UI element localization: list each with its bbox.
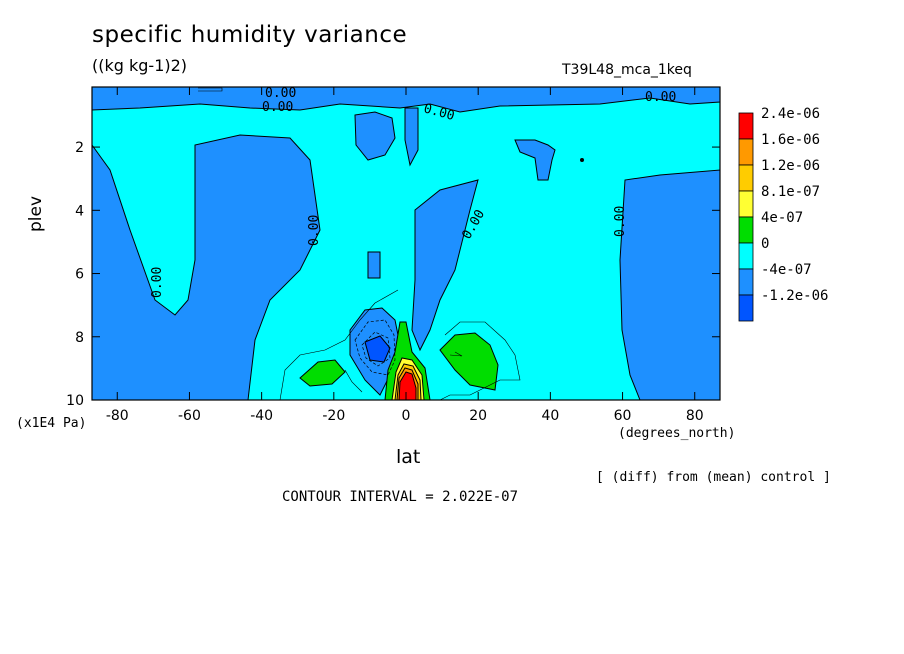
colorbar: 2.4e-06 1.6e-06 1.2e-06 8.1e-07 4e-07 0 -4e-07… — [738, 106, 828, 322]
colorbar-label-0: 2.4e-06 — [761, 106, 820, 122]
colorbar-swatch-3 — [738, 190, 754, 218]
colorbar-swatch-4 — [738, 216, 754, 244]
x-tick-label-0: -80 — [106, 408, 129, 424]
colorbar-swatch-7 — [738, 294, 754, 322]
colorbar-label-3: 8.1e-07 — [761, 184, 820, 200]
colorbar-label-2: 1.2e-06 — [761, 158, 820, 174]
y-axis-units: (x1E4 Pa) — [16, 416, 87, 431]
colorbar-swatch-5 — [738, 242, 754, 270]
y-tick-label-4: 10 — [66, 393, 84, 409]
contour-label-5: 0.00 — [307, 215, 322, 246]
colorbar-label-5: 0 — [761, 236, 769, 252]
x-axis-ticks: -80 -60 -40 -20 0 20 40 60 80 — [106, 87, 704, 424]
y-tick-label-3: 8 — [75, 330, 84, 346]
negative-small-patch — [514, 139, 556, 181]
positive-regions — [299, 321, 499, 401]
contour-label-8: 0.00 — [613, 206, 628, 237]
run-id: T39L48_mca_1keq — [562, 62, 692, 78]
x-tick-label-1: -60 — [178, 408, 201, 424]
colorbar-swatch-2 — [738, 164, 754, 192]
positive-green-left — [299, 359, 346, 387]
negative-center-region — [411, 179, 479, 352]
thin-contour-b — [439, 321, 521, 401]
x-tick-label-5: 20 — [469, 408, 487, 424]
negative-regions — [91, 86, 721, 401]
x-tick-label-6: 40 — [541, 408, 559, 424]
negative-right-region — [619, 169, 721, 401]
y-tick-label-0: 2 — [75, 140, 84, 156]
dashed-contour-b — [361, 331, 391, 367]
x-tick-label-4: 0 — [402, 408, 411, 424]
contour-interval: CONTOUR INTERVAL = 2.022E-07 — [282, 489, 519, 505]
contour-label-6: 0.00 — [150, 267, 165, 298]
chart-units: ((kg kg-1)2) — [92, 56, 188, 75]
thin-contour-e — [198, 87, 223, 92]
colorbar-swatch-1 — [738, 138, 754, 166]
colorbar-label-4: 4e-07 — [761, 210, 803, 226]
colorbar-swatch-6 — [738, 268, 754, 296]
colorbar-label-1: 1.6e-06 — [761, 132, 820, 148]
negative-top-band — [91, 86, 721, 113]
dashed-contour-a — [354, 319, 396, 376]
x-axis-label: lat — [396, 446, 421, 468]
negative-left-region — [91, 110, 321, 401]
x-tick-label-3: -20 — [322, 408, 345, 424]
thin-contour-a — [279, 289, 399, 401]
thin-contours — [198, 87, 521, 401]
x-tick-label-8: 80 — [686, 408, 704, 424]
dot-marker — [580, 158, 584, 162]
dashed-contours — [354, 319, 396, 376]
y-tick-label-1: 4 — [75, 203, 84, 219]
thin-contour-c — [344, 369, 363, 393]
negative-column — [367, 251, 381, 279]
thin-contour-d — [449, 351, 463, 357]
contour-label-2: 0.00 — [262, 100, 293, 115]
negative-core — [364, 335, 391, 363]
negative-tongue-b — [404, 107, 419, 167]
x-tick-label-2: -40 — [250, 408, 273, 424]
x-axis-units: (degrees_north) — [618, 426, 736, 441]
colorbar-swatch-0 — [738, 112, 754, 140]
y-tick-label-2: 6 — [75, 267, 84, 283]
positive-green-right — [439, 332, 499, 391]
colorbar-label-6: -4e-07 — [761, 262, 812, 278]
contour-label-1: 0.00 — [265, 86, 296, 101]
contour-label-3: 0.00 — [645, 90, 676, 105]
negative-tongue-a — [354, 111, 396, 161]
y-axis-ticks: 2 4 6 8 10 — [66, 140, 720, 409]
x-tick-label-7: 60 — [614, 408, 632, 424]
diff-note: [ (diff) from (mean) control ] — [596, 470, 831, 485]
chart-title: specific humidity variance — [92, 22, 408, 48]
colorbar-label-7: -1.2e-06 — [761, 288, 828, 304]
